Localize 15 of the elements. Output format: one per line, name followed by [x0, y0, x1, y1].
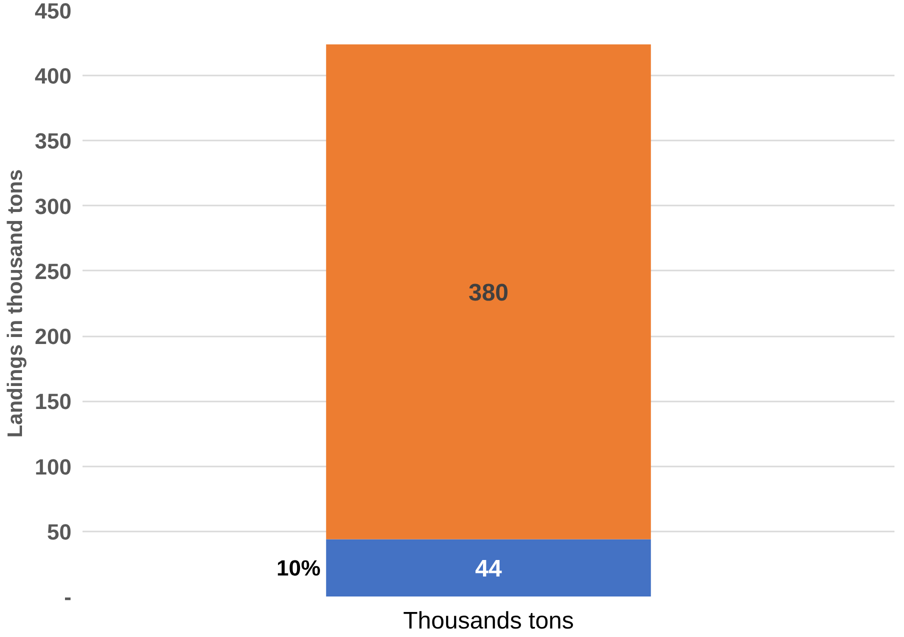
x-tick-label: Thousands tons: [403, 608, 574, 634]
y-tick-label: 450: [34, 0, 72, 24]
data-label: 44: [475, 555, 502, 582]
data-label: 380: [468, 279, 509, 306]
y-tick-label: 50: [47, 519, 72, 544]
y-tick-label: 300: [34, 194, 72, 219]
y-tick-label: 200: [34, 324, 72, 350]
y-tick-label: 350: [34, 128, 72, 154]
y-tick-label: -: [64, 584, 72, 610]
y-tick-label: 150: [34, 389, 72, 414]
y-tick-label: 400: [34, 64, 72, 89]
annotation: 10%: [276, 555, 321, 580]
y-axis-title: Landings in thousand tons: [4, 169, 27, 438]
y-tick-label: 250: [34, 258, 72, 284]
y-tick-label: 100: [34, 454, 72, 480]
